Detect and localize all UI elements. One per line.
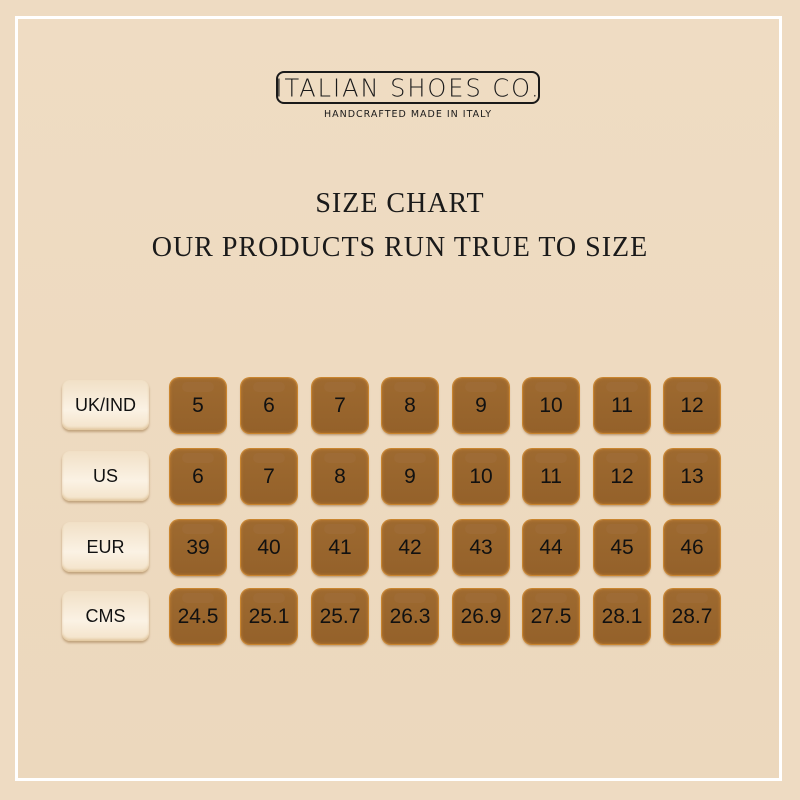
size-value: 25.7 xyxy=(319,604,361,628)
size-value: 46 xyxy=(680,535,704,559)
size-value: 40 xyxy=(257,535,281,559)
size-value: 7 xyxy=(334,393,346,417)
size-value: 13 xyxy=(680,464,704,488)
size-system-label: US xyxy=(62,451,149,501)
size-cell: 26.3 xyxy=(382,589,438,644)
size-value: 27.5 xyxy=(530,604,572,628)
size-value: 41 xyxy=(328,535,352,559)
size-value: 6 xyxy=(263,393,275,417)
size-cell: 39 xyxy=(170,520,226,575)
size-cell: 5 xyxy=(170,378,226,433)
page-title: SIZE CHART xyxy=(315,188,485,219)
size-cell: 8 xyxy=(382,378,438,433)
size-cell: 25.7 xyxy=(312,589,368,644)
size-value: 8 xyxy=(334,464,346,488)
size-cell: 25.1 xyxy=(241,589,297,644)
size-cell: 6 xyxy=(170,449,226,504)
size-cell: 44 xyxy=(523,520,579,575)
size-value: 10 xyxy=(539,393,563,417)
size-value: 5 xyxy=(192,393,204,417)
size-cell: 43 xyxy=(453,520,509,575)
size-value: 11 xyxy=(540,464,562,488)
size-cell: 12 xyxy=(664,378,720,433)
size-value: 11 xyxy=(611,393,633,417)
size-value: 6 xyxy=(192,464,204,488)
size-cell: 11 xyxy=(594,378,650,433)
size-cell: 24.5 xyxy=(170,589,226,644)
size-value: 44 xyxy=(539,535,563,559)
size-value: 9 xyxy=(404,464,416,488)
size-system-label: CMS xyxy=(62,591,149,641)
size-cell: 45 xyxy=(594,520,650,575)
size-value: 42 xyxy=(398,535,422,559)
size-value: 26.9 xyxy=(460,604,502,628)
size-system-label: EUR xyxy=(62,522,149,572)
size-cell: 7 xyxy=(241,449,297,504)
size-cell: 27.5 xyxy=(523,589,579,644)
size-value: 7 xyxy=(263,464,275,488)
size-value: 43 xyxy=(469,535,493,559)
brand-logo: ITALIAN SHOES CO. xyxy=(275,71,541,104)
size-value: 28.1 xyxy=(601,604,643,628)
size-cell: 28.7 xyxy=(664,589,720,644)
size-value: 39 xyxy=(186,535,210,559)
size-cell: 13 xyxy=(664,449,720,504)
size-cell: 41 xyxy=(312,520,368,575)
size-value: 12 xyxy=(680,393,704,417)
brand-name: ITALIAN SHOES CO. xyxy=(275,72,541,103)
size-cell: 8 xyxy=(312,449,368,504)
size-system-label: UK/IND xyxy=(62,380,149,430)
brand-tagline: HANDCRAFTED MADE IN ITALY xyxy=(323,109,492,120)
size-cell: 9 xyxy=(382,449,438,504)
size-cell: 40 xyxy=(241,520,297,575)
size-value: 8 xyxy=(404,393,416,417)
size-value: 28.7 xyxy=(671,604,713,628)
size-value: 9 xyxy=(475,393,487,417)
size-cell: 7 xyxy=(312,378,368,433)
size-value: 26.3 xyxy=(389,604,431,628)
size-cell: 28.1 xyxy=(594,589,650,644)
size-value: 12 xyxy=(610,464,634,488)
size-cell: 9 xyxy=(453,378,509,433)
size-cell: 11 xyxy=(523,449,579,504)
size-cell: 10 xyxy=(523,378,579,433)
size-cell: 6 xyxy=(241,378,297,433)
size-value: 25.1 xyxy=(248,604,290,628)
size-cell: 42 xyxy=(382,520,438,575)
size-cell: 10 xyxy=(453,449,509,504)
size-value: 24.5 xyxy=(177,604,219,628)
size-value: 45 xyxy=(610,535,634,559)
size-cell: 12 xyxy=(594,449,650,504)
page-subtitle: OUR PRODUCTS RUN TRUE TO SIZE xyxy=(151,232,649,263)
size-cell: 46 xyxy=(664,520,720,575)
size-value: 10 xyxy=(469,464,493,488)
size-cell: 26.9 xyxy=(453,589,509,644)
